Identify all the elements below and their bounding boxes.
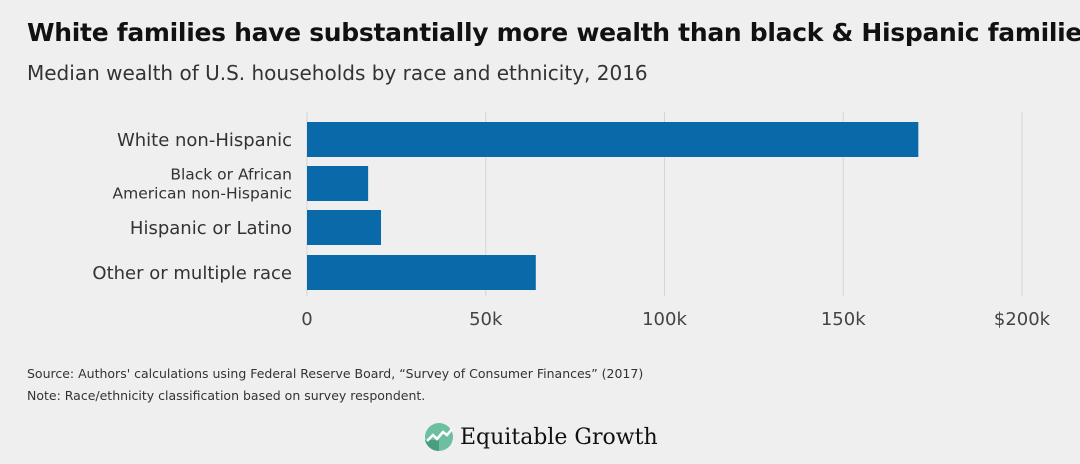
x-tick-label: 50k bbox=[469, 309, 503, 330]
x-tick-label: 150k bbox=[821, 309, 866, 330]
footnote: Note: Race/ethnicity classification base… bbox=[27, 388, 426, 403]
bar bbox=[307, 210, 382, 245]
bar-chart: 0 50k 100k 150k $200k White non-Hispanic Black… bbox=[92, 112, 1051, 330]
logo-icon bbox=[425, 423, 453, 452]
source-note: Source: Authors' calculations using Fede… bbox=[27, 366, 644, 381]
bar bbox=[307, 122, 919, 157]
chart-subtitle: Median wealth of U.S. households by race… bbox=[27, 61, 648, 85]
category-label: Other or multiple race bbox=[92, 263, 292, 284]
x-tick-label: $200k bbox=[994, 309, 1051, 330]
category-label: Hispanic or Latino bbox=[130, 218, 292, 239]
bar bbox=[307, 166, 369, 201]
category-label: American non-Hispanic bbox=[113, 184, 292, 202]
x-tick-label: 100k bbox=[642, 309, 687, 330]
logo: Equitable Growth bbox=[424, 422, 658, 452]
category-label: White non-Hispanic bbox=[117, 130, 292, 151]
logo-text: Equitable Growth bbox=[460, 424, 658, 450]
category-label: Black or African bbox=[170, 165, 292, 183]
chart-title: White families have substantially more w… bbox=[27, 18, 1080, 47]
x-tick-label: 0 bbox=[301, 309, 312, 330]
bar bbox=[307, 255, 536, 290]
